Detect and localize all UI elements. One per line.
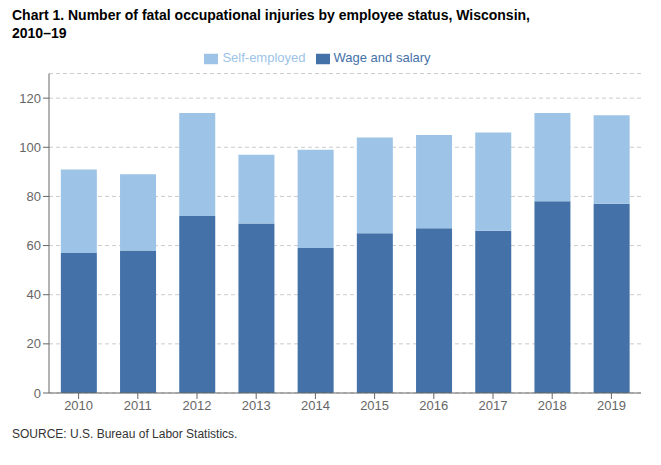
html-text:SOURCE: U.S. Bureau of Labor S: SOURCE: U.S. Bureau of Labor Statistics. — [12, 427, 238, 441]
svg-text:40: 40 — [27, 287, 41, 302]
svg-text:120: 120 — [19, 91, 41, 106]
svg-text:60: 60 — [27, 238, 41, 253]
html-text:2010–19: 2010–19 — [12, 25, 67, 41]
svg-text:20: 20 — [27, 336, 41, 351]
svg-text:2014: 2014 — [301, 398, 330, 413]
svg-text:100: 100 — [19, 140, 41, 155]
svg-text:2010: 2010 — [64, 398, 93, 413]
svg-text:2012: 2012 — [183, 398, 212, 413]
svg-text:2011: 2011 — [124, 398, 152, 413]
svg-text:2013: 2013 — [242, 398, 271, 413]
html-text:Chart 1. Number of fatal occup: Chart 1. Number of fatal occupational in… — [12, 7, 530, 23]
svg-text:2018: 2018 — [538, 398, 567, 413]
svg-text:2019: 2019 — [597, 398, 626, 413]
svg-text:2016: 2016 — [419, 398, 448, 413]
html-text:Self-employed: Self-employed — [222, 50, 306, 65]
svg-text:2017: 2017 — [479, 398, 508, 413]
html-text:Wage and salary: Wage and salary — [333, 50, 431, 65]
svg-text:0: 0 — [34, 386, 41, 401]
svg-text:2015: 2015 — [360, 398, 389, 413]
svg-text:80: 80 — [27, 189, 41, 204]
